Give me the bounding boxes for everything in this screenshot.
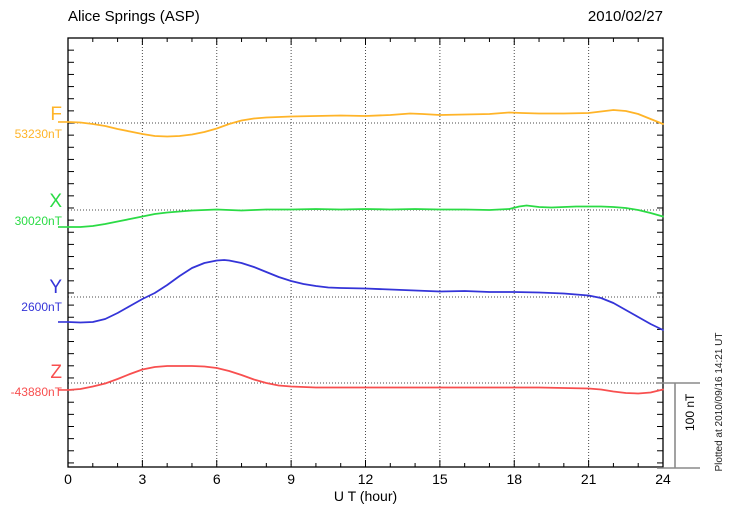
series-baseline-value-F: 53230nT: [14, 127, 62, 141]
x-tick-label: 21: [581, 471, 597, 487]
observation-date: 2010/02/27: [587, 8, 663, 25]
trace-Y: [67, 259, 664, 331]
trace-F: [67, 109, 664, 138]
x-tick-label: 15: [432, 471, 448, 487]
plot-frame: [67, 37, 664, 468]
series-legend-X: X 30020nT: [0, 192, 62, 227]
series-baseline-value-Z: -43880nT: [10, 385, 62, 399]
series-legend-Z: Z -43880nT: [0, 363, 62, 398]
x-tick-label: 18: [506, 471, 522, 487]
series-baseline-value-X: 30020nT: [14, 214, 62, 228]
trace-X: [67, 204, 664, 228]
x-tick-label: 12: [358, 471, 374, 487]
x-tick-label: 3: [138, 471, 146, 487]
series-legend-F: F 53230nT: [0, 105, 62, 140]
series-label-F: F: [50, 104, 62, 125]
x-tick-label: 9: [287, 471, 295, 487]
x-tick-label: 24: [655, 471, 671, 487]
series-label-Z: Z: [50, 362, 62, 383]
station-title: Alice Springs (ASP): [68, 8, 200, 25]
x-tick-label: 0: [64, 471, 72, 487]
series-baseline-value-Y: 2600nT: [21, 300, 62, 314]
x-axis-label: U T (hour): [333, 488, 398, 504]
x-tick-label: 6: [213, 471, 221, 487]
trace-Z: [67, 365, 664, 395]
series-label-Y: Y: [49, 277, 62, 298]
scale-bar-label: 100 nT: [683, 393, 697, 431]
series-label-X: X: [49, 191, 62, 212]
plotted-at-note: Plotted at 2010/09/16 14:21 UT: [714, 332, 725, 472]
series-legend-Y: Y 2600nT: [0, 278, 62, 313]
